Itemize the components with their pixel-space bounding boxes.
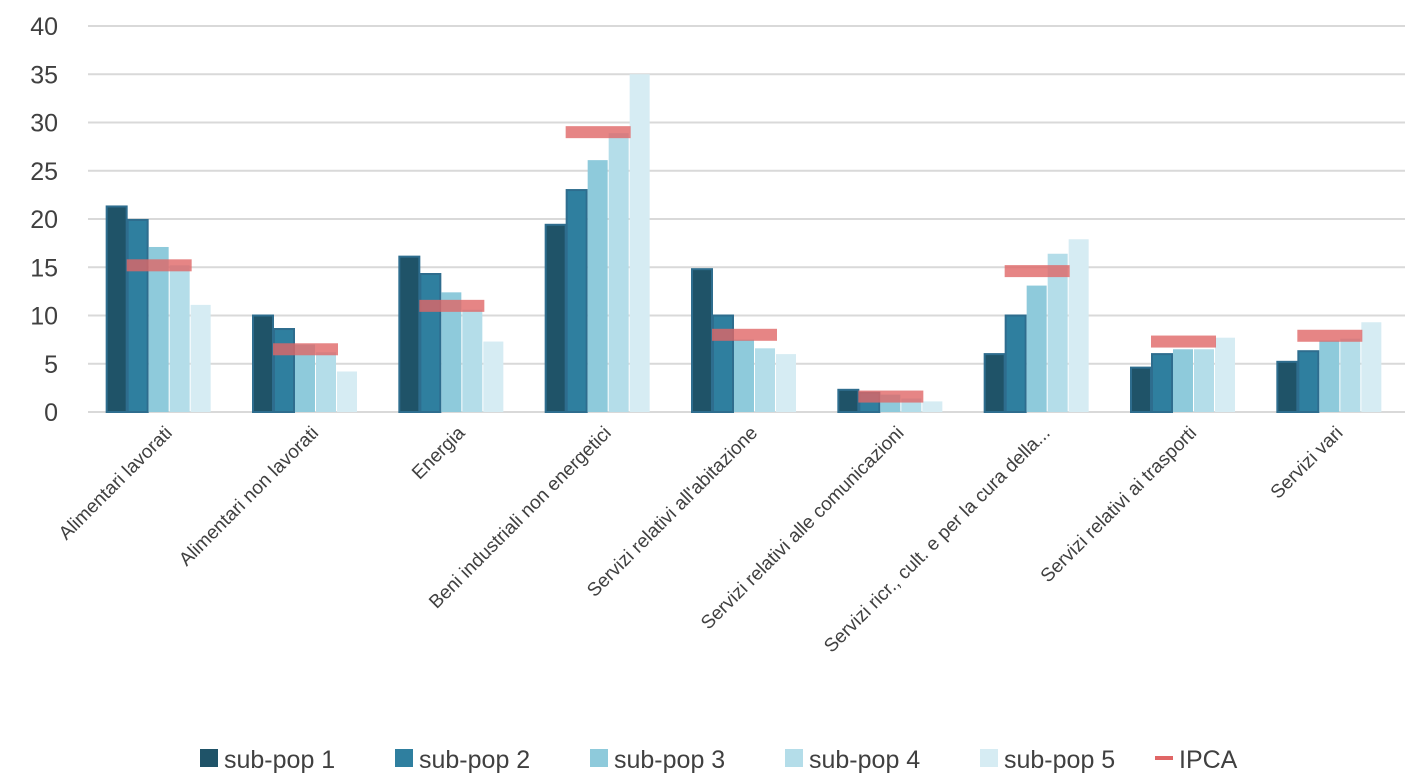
bar-sub-pop-2 [126,218,149,413]
bar-sub-pop-1 [398,255,421,414]
y-tick-label: 20 [30,206,58,234]
bar-sub-pop-1 [837,388,860,413]
bar-sub-pop-5 [1068,239,1089,412]
x-category-label: Alimentari lavorati [55,423,177,545]
y-tick-label: 15 [30,254,58,282]
bar-sub-pop-2 [565,189,588,413]
bar-sub-pop-2 [1004,314,1027,413]
legend-label: sub-pop 4 [809,746,920,774]
bar-sub-pop-3 [148,246,169,412]
x-category-label: Servizi relativi all'abitazione [583,423,762,602]
bar-sub-pop-1 [105,205,128,413]
bar-sub-pop-1 [983,353,1006,414]
bar-sub-pop-5 [1215,337,1235,412]
legend: sub-pop 1 sub-pop 2 sub-pop 3 sub-pop 4 sub-… [200,746,1238,774]
bar-sub-pop-3 [587,160,608,412]
legend-swatch [590,749,608,767]
ipca-marker [419,299,485,312]
bar-sub-pop-1 [544,223,567,413]
bar-sub-pop-5 [337,371,357,412]
legend-label: sub-pop 1 [224,746,335,774]
y-tick-label: 25 [30,158,58,186]
ipca-marker [1297,329,1363,342]
bar-sub-pop-4 [1194,349,1214,412]
bar-sub-pop-1 [1130,366,1152,413]
y-tick-label: 0 [44,399,58,427]
legend-swatch-ipca [1155,756,1173,760]
bars [105,74,1382,414]
y-tick-label: 35 [30,61,58,89]
bar-sub-pop-1 [252,314,274,413]
bar-sub-pop-4 [462,309,483,412]
bar-sub-pop-5 [629,74,650,412]
x-category-label: Energia [408,422,469,483]
bar-sub-pop-4 [316,352,336,412]
bar-sub-pop-5 [776,354,796,412]
x-category-label: Alimentari non lavorati [175,423,323,571]
bar-sub-pop-1 [1276,360,1299,414]
legend-swatch [395,749,413,767]
y-tick-label: 5 [44,351,58,379]
bar-sub-pop-2 [1297,350,1320,413]
legend-label: sub-pop 5 [1004,746,1115,774]
bar-sub-pop-4 [608,133,629,413]
legend-swatch [785,749,803,767]
bar-sub-pop-5 [483,341,504,412]
x-category-label: Servizi relativi ai trasporti [1037,423,1201,587]
ipca-marker [565,126,631,139]
y-tick-label: 40 [30,13,58,41]
bar-sub-pop-4 [1047,253,1068,412]
bar-sub-pop-3 [295,344,315,412]
legend-label: sub-pop 3 [614,746,725,774]
bar-sub-pop-4 [755,348,775,412]
ipca-marker [1151,335,1216,348]
x-category-label: Servizi ricr., cult. e per la cura della… [820,423,1054,657]
bar-sub-pop-5 [1361,322,1382,412]
legend-swatch [200,749,218,767]
bar-sub-pop-3 [1319,340,1340,412]
x-category-label: Servizi vari [1267,423,1348,504]
ipca-marker [712,328,777,341]
bar-sub-pop-5 [190,304,211,412]
y-tick-label: 10 [30,303,58,331]
bar-sub-pop-3 [1026,285,1047,412]
bar-sub-pop-4 [169,265,190,412]
legend-label: IPCA [1179,746,1238,774]
bar-sub-pop-3 [1173,349,1193,412]
bar-sub-pop-2 [419,273,442,413]
y-axis-ticks: 0 5 10 15 20 25 30 35 40 [30,13,58,427]
ipca-marker [1004,265,1070,278]
bar-sub-pop-3 [734,339,754,412]
ipca-marker [273,343,338,356]
bar-sub-pop-2 [273,328,295,414]
ipca-markers [126,126,1363,403]
bar-sub-pop-4 [1340,338,1361,412]
ipca-marker [126,259,192,272]
y-tick-label: 30 [30,110,58,138]
bar-sub-pop-5 [922,401,943,412]
legend-label: sub-pop 2 [419,746,530,774]
legend-swatch [980,749,998,767]
bar-sub-pop-2 [1151,353,1173,414]
ipca-marker [858,390,924,403]
bar-sub-pop-3 [441,292,462,412]
bar-sub-pop-1 [691,268,713,413]
